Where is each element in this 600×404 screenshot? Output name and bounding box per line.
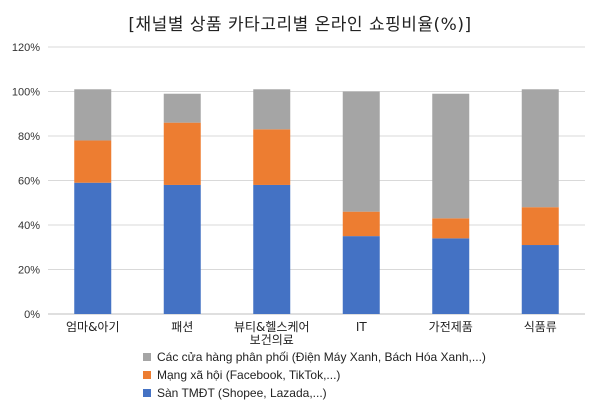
bar-segment bbox=[432, 218, 470, 239]
y-tick-label: 60% bbox=[18, 176, 40, 188]
legend-item: Mạng xã hội (Facebook, TikTok,...) bbox=[143, 366, 486, 384]
chart-title: [채널별 상품 카타고리별 온라인 쇼핑비율(%)] bbox=[128, 15, 472, 35]
legend-swatch bbox=[143, 389, 151, 397]
bar-segment bbox=[342, 236, 380, 314]
x-tick-label: 보건의료 bbox=[250, 333, 294, 347]
bar-segment bbox=[521, 207, 559, 246]
y-tick-label: 80% bbox=[18, 131, 40, 143]
bar-segment bbox=[163, 93, 201, 123]
x-tick-label: 엄마&아기 bbox=[66, 320, 120, 334]
chart-legend: Các cửa hàng phân phối (Điện Máy Xanh, B… bbox=[143, 348, 486, 402]
x-tick-label: 뷰티&헬스케어 bbox=[234, 320, 310, 334]
y-tick-label: 40% bbox=[18, 220, 40, 232]
bar-segment bbox=[163, 122, 201, 185]
y-tick-label: 100% bbox=[12, 87, 40, 99]
bar-segment bbox=[432, 93, 470, 219]
bar-segment bbox=[74, 140, 112, 183]
bar-segment bbox=[432, 238, 470, 314]
bar-segment bbox=[521, 245, 559, 314]
legend-item: Các cửa hàng phân phối (Điện Máy Xanh, B… bbox=[143, 348, 486, 366]
y-tick-label: 20% bbox=[18, 265, 40, 277]
bar-segment bbox=[74, 182, 112, 314]
legend-swatch bbox=[143, 371, 151, 379]
bar-segment bbox=[521, 89, 559, 208]
legend-swatch bbox=[143, 353, 151, 361]
legend-label: Mạng xã hội (Facebook, TikTok,...) bbox=[157, 368, 341, 382]
bar-segment bbox=[342, 211, 380, 237]
bar-segment bbox=[342, 91, 380, 212]
x-tick-label: 가전제품 bbox=[429, 320, 473, 334]
x-tick-label: 식품류 bbox=[524, 320, 557, 334]
bar-segment bbox=[253, 129, 291, 185]
bar-segment bbox=[253, 184, 291, 314]
legend-label: Sàn TMĐT (Shopee, Lazada,...) bbox=[157, 386, 327, 400]
bar-segment bbox=[163, 184, 201, 314]
legend-item: Sàn TMĐT (Shopee, Lazada,...) bbox=[143, 384, 486, 402]
bar-segment bbox=[253, 89, 291, 130]
y-tick-label: 120% bbox=[12, 42, 40, 54]
legend-label: Các cửa hàng phân phối (Điện Máy Xanh, B… bbox=[157, 350, 486, 364]
y-tick-label: 0% bbox=[24, 309, 40, 321]
x-tick-label: IT bbox=[356, 320, 368, 334]
bar-segment bbox=[74, 89, 112, 141]
x-tick-label: 패션 bbox=[171, 320, 193, 334]
